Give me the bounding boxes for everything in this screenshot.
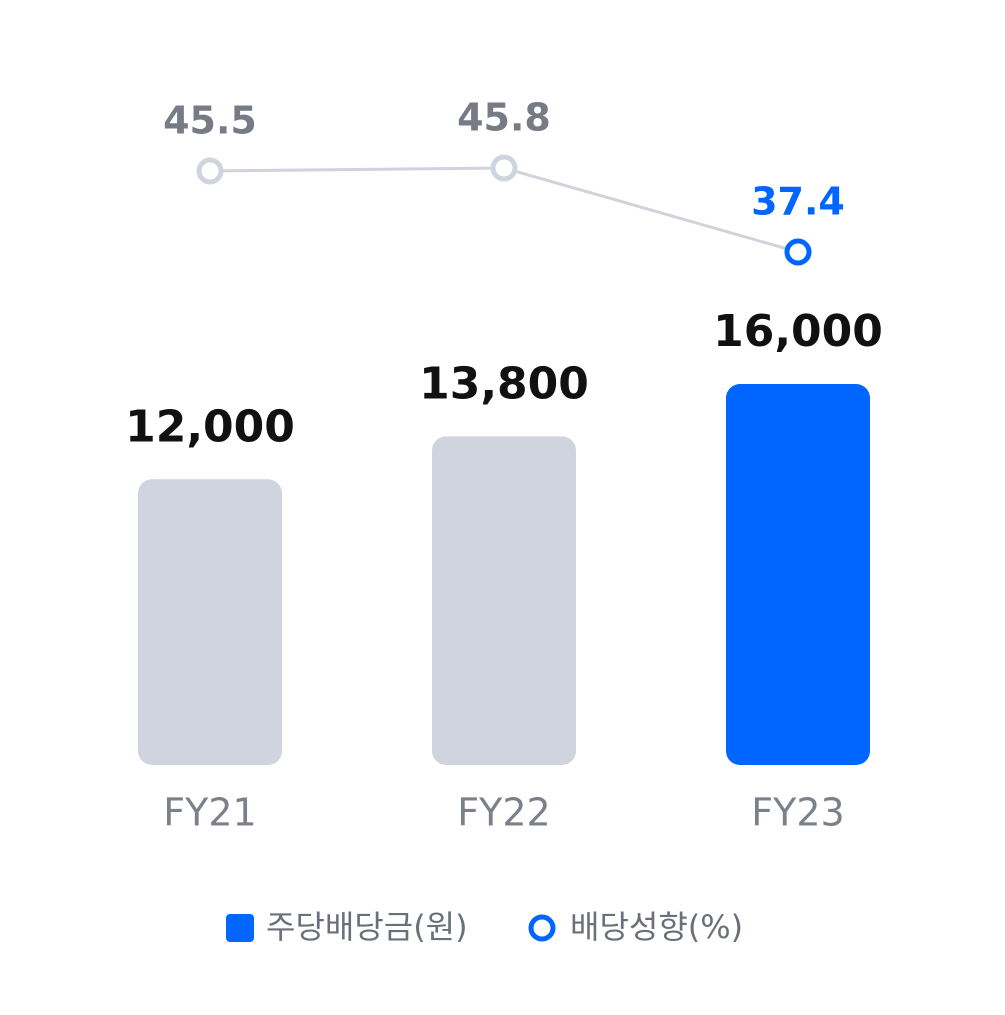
bar-value-label: 12,000: [125, 401, 295, 452]
line-point: [784, 238, 812, 266]
x-tick-label: FY23: [751, 791, 844, 835]
x-tick-label: FY21: [163, 791, 256, 835]
bar: [432, 436, 576, 765]
bar: [138, 479, 282, 765]
bar-value-label: 13,800: [419, 358, 589, 409]
legend-label: 배당성향(%): [570, 908, 743, 946]
legend-swatch: [226, 914, 254, 942]
line-value-label: 45.8: [457, 96, 551, 140]
legend-swatch: [528, 914, 556, 942]
line-point: [196, 157, 224, 185]
line-value-label: 37.4: [751, 180, 845, 224]
x-tick-label: FY22: [457, 791, 550, 835]
bar: [726, 384, 870, 765]
legend-label: 주당배당금(원): [266, 908, 468, 946]
line-point: [490, 154, 518, 182]
line-value-label: 45.5: [163, 99, 257, 143]
bar-value-label: 16,000: [713, 306, 883, 357]
